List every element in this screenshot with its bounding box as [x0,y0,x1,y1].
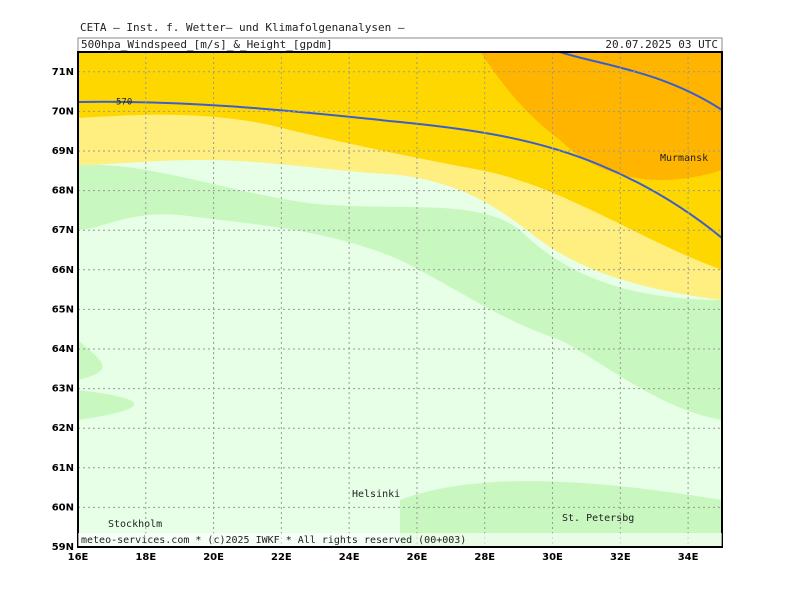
field-green-patches [78,310,722,547]
height-contour [78,100,722,239]
contour-label: 570 [116,98,132,108]
x-tick-label: 34E [678,552,699,563]
y-tick-label: 71N [52,67,74,78]
y-tick-label: 60N [52,502,74,513]
y-tick-label: 65N [52,304,74,315]
x-tick-label: 28E [474,552,495,563]
y-tick-label: 69N [52,146,74,157]
x-tick-label: 20E [203,552,224,563]
graticule [78,52,722,547]
field-green [78,164,722,420]
x-tick-label: 16E [68,552,89,563]
footer-box [78,533,722,546]
city-label: Murmansk [660,153,708,164]
x-tick-label: 18E [135,552,156,563]
y-tick-label: 62N [52,423,74,434]
title: 500hpa_Windspeed_[m/s]_&_Height_[gpdm] [81,38,333,51]
height-contour [559,52,722,111]
y-tick-label: 61N [52,463,74,474]
y-tick-label: 66N [52,265,74,276]
y-tick-label: 64N [52,344,74,355]
y-tick-label: 63N [52,384,74,395]
x-tick-label: 22E [271,552,292,563]
y-tick-label: 59N [52,542,74,553]
institute: CETA — Inst. f. Wetter— und Klimafolgena… [80,21,405,34]
y-tick-label: 70N [52,106,74,117]
date: 20.07.2025 03 UTC [605,38,718,51]
city-label: St. Petersbg [562,513,634,524]
city-label: Stockholm [108,519,162,530]
x-tick-label: 24E [339,552,360,563]
y-tick-label: 67N [52,225,74,236]
y-tick-label: 68N [52,186,74,197]
fields [78,52,722,547]
x-tick-label: 32E [610,552,631,563]
x-tick-label: 30E [542,552,563,563]
field-orange [480,52,722,180]
map-frame [77,51,723,548]
city-label: Helsinki [352,489,400,500]
footer: meteo-services.com * (c)2025 IWKF * All … [81,535,466,546]
x-tick-label: 26E [407,552,428,563]
